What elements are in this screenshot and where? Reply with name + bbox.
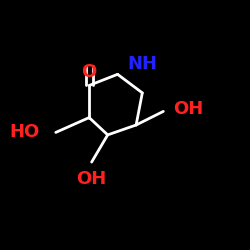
Text: OH: OH — [76, 170, 107, 188]
Text: O: O — [82, 63, 97, 81]
Text: NH: NH — [128, 56, 158, 74]
Text: HO: HO — [10, 124, 40, 142]
Text: OH: OH — [173, 100, 204, 118]
